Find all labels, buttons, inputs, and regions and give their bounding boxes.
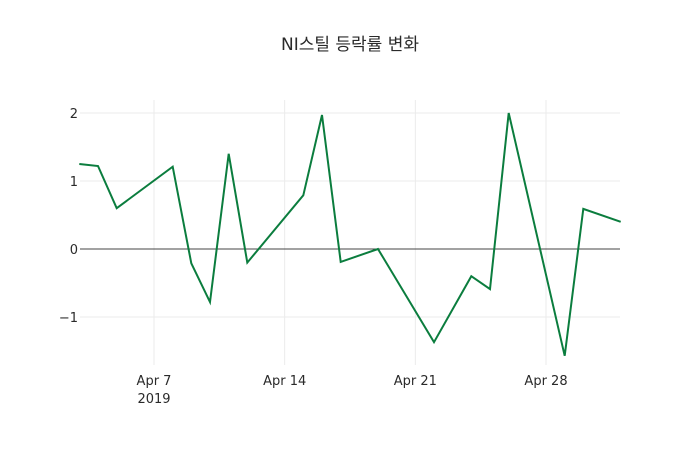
y-tick-label: 2 [70, 107, 78, 122]
x-axis-ticks: Apr 7 2019 Apr 14 Apr 21 Apr 28 [137, 374, 568, 407]
grid-lines [80, 100, 620, 365]
y-tick-label: 1 [70, 175, 78, 190]
series-line [79, 112, 622, 357]
data-series [79, 112, 622, 357]
x-tick-year-label: 2019 [137, 392, 170, 407]
x-tick-label: Apr 14 [263, 374, 306, 389]
x-tick-label: Apr 7 [137, 374, 172, 389]
y-tick-label: 0 [70, 243, 78, 258]
x-tick-label: Apr 28 [524, 374, 567, 389]
y-tick-label: −1 [59, 311, 78, 326]
y-axis-ticks: 2 1 0 −1 [59, 107, 78, 326]
chart-title: NI스틸 등락률 변화 [280, 35, 420, 55]
x-tick-label: Apr 21 [394, 374, 437, 389]
